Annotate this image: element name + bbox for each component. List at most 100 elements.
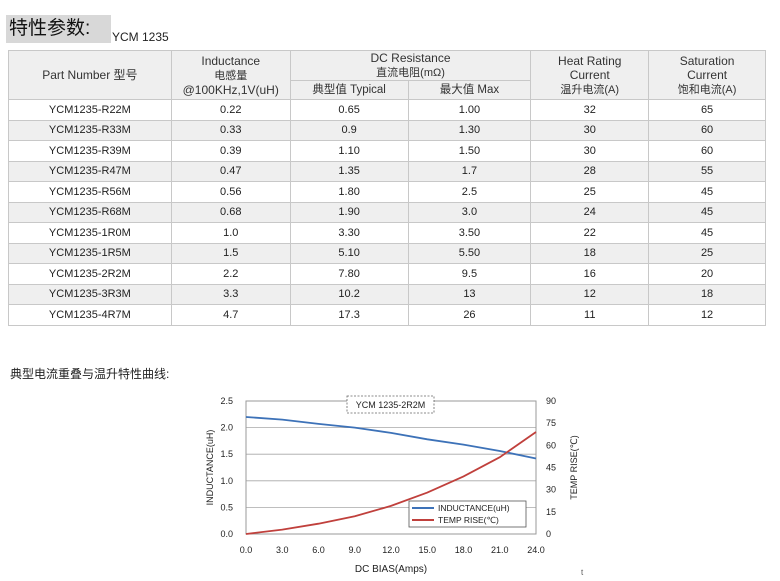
chart-title: YCM 1235-2R2M (356, 400, 426, 410)
cell-sat: 12 (648, 304, 766, 326)
cell-dcr-max: 1.7 (407, 160, 532, 182)
y2-tick-label: 30 (546, 485, 556, 495)
y-axis-label: INDUCTANCE(uH) (205, 430, 215, 506)
table-row: YCM1235-2R2M 2.2 7.80 9.5 16 20 (8, 263, 766, 285)
table-row: YCM1235-R47M 0.47 1.35 1.7 28 55 (8, 160, 766, 182)
footer-mark: t (581, 568, 584, 577)
cell-heat: 16 (530, 263, 650, 285)
chart-ticks: 0.0 0.5 1.0 1.5 2.0 2.5 0 15 30 45 60 75 90 0.0 3.0 6.0… (220, 396, 556, 555)
cell-inductance: 4.7 (170, 304, 291, 326)
cell-dcr-max: 5.50 (407, 242, 532, 264)
cell-sat: 45 (648, 181, 766, 203)
cell-inductance: 0.47 (170, 160, 291, 182)
y2-tick-label: 90 (546, 396, 556, 406)
x-tick-label: 9.0 (348, 545, 361, 555)
table-row: YCM1235-R56M 0.56 1.80 2.5 25 45 (8, 181, 766, 203)
cell-dcr-max: 1.50 (407, 140, 532, 162)
y-tick-label: 2.0 (220, 423, 233, 433)
cell-part: YCM1235-1R5M (8, 242, 172, 264)
curves-heading: 典型电流重叠与温升特性曲线: (10, 367, 170, 381)
cell-dcr-max: 13 (407, 283, 532, 305)
cell-inductance: 0.56 (170, 181, 291, 203)
cell-part: YCM1235-3R3M (8, 283, 172, 305)
cell-inductance: 0.39 (170, 140, 291, 162)
y2-tick-label: 75 (546, 418, 556, 428)
legend-label-inductance: INDUCTANCE(uH) (438, 503, 510, 513)
cell-dcr-typ: 1.90 (289, 201, 409, 223)
x-tick-label: 24.0 (527, 545, 545, 555)
cell-inductance: 3.3 (170, 283, 291, 305)
cell-heat: 22 (530, 222, 650, 244)
y-tick-label: 2.5 (220, 396, 233, 406)
cell-dcr-typ: 0.65 (289, 99, 409, 121)
col-inductance: Inductance 电感量 @100KHz,1V(uH) (170, 50, 291, 100)
y-tick-label: 1.5 (220, 449, 233, 459)
table-row: YCM1235-3R3M 3.3 10.2 13 12 18 (8, 283, 766, 305)
cell-heat: 25 (530, 181, 650, 203)
cell-heat: 30 (530, 119, 650, 141)
table-row: YCM1235-R68M 0.68 1.90 3.0 24 45 (8, 201, 766, 223)
cell-heat: 18 (530, 242, 650, 264)
x-tick-label: 12.0 (382, 545, 400, 555)
cell-sat: 45 (648, 201, 766, 223)
y-tick-label: 1.0 (220, 476, 233, 486)
cell-part: YCM1235-R22M (8, 99, 172, 121)
cell-dcr-typ: 1.80 (289, 181, 409, 203)
x-tick-label: 18.0 (455, 545, 473, 555)
cell-dcr-max: 1.30 (407, 119, 532, 141)
chart-legend: INDUCTANCE(uH) TEMP RISE(℃) (408, 500, 527, 528)
model-label: YCM 1235 (112, 30, 169, 44)
table-row: YCM1235-R22M 0.22 0.65 1.00 32 65 (8, 99, 766, 121)
legend-label-temp-rise: TEMP RISE(℃) (438, 515, 499, 525)
cell-inductance: 1.5 (170, 242, 291, 264)
spec-title: 特性参数: (6, 15, 111, 43)
cell-sat: 20 (648, 263, 766, 285)
table-row: YCM1235-4R7M 4.7 17.3 26 11 12 (8, 304, 766, 326)
cell-part: YCM1235-R56M (8, 181, 172, 203)
table-row: YCM1235-R33M 0.33 0.9 1.30 30 60 (8, 119, 766, 141)
cell-dcr-typ: 3.30 (289, 222, 409, 244)
cell-inductance: 1.0 (170, 222, 291, 244)
bias-temp-chart: 0.0 0.5 1.0 1.5 2.0 2.5 0 15 30 45 60 75 90 0.0 3.0 6.0… (205, 395, 579, 575)
table-row: YCM1235-1R0M 1.0 3.30 3.50 22 45 (8, 222, 766, 244)
cell-dcr-typ: 17.3 (289, 304, 409, 326)
col-dcr-max: 最大值 Max (407, 80, 532, 100)
cell-heat: 28 (530, 160, 650, 182)
cell-part: YCM1235-2R2M (8, 263, 172, 285)
y2-axis-label: TEMP RISE(℃) (569, 435, 579, 499)
table-row: YCM1235-1R5M 1.5 5.10 5.50 18 25 (8, 242, 766, 264)
col-part-number: Part Number 型号 (8, 50, 172, 100)
cell-inductance: 0.33 (170, 119, 291, 141)
cell-sat: 65 (648, 99, 766, 121)
cell-inductance: 0.22 (170, 99, 291, 121)
y2-tick-label: 0 (546, 529, 551, 539)
cell-sat: 45 (648, 222, 766, 244)
y2-tick-label: 45 (546, 463, 556, 473)
cell-dcr-typ: 10.2 (289, 283, 409, 305)
cell-inductance: 0.68 (170, 201, 291, 223)
chart-series (245, 416, 537, 535)
cell-part: YCM1235-R39M (8, 140, 172, 162)
col-heat-rating: Heat Rating Current 温升电流(A) (530, 50, 650, 100)
cell-heat: 30 (530, 140, 650, 162)
cell-heat: 12 (530, 283, 650, 305)
y-tick-label: 0.5 (220, 502, 233, 512)
x-tick-label: 15.0 (418, 545, 436, 555)
cell-heat: 11 (530, 304, 650, 326)
cell-heat: 32 (530, 99, 650, 121)
cell-part: YCM1235-4R7M (8, 304, 172, 326)
y-tick-label: 0.0 (220, 529, 233, 539)
cell-heat: 24 (530, 201, 650, 223)
x-tick-label: 0.0 (240, 545, 253, 555)
cell-dcr-typ: 7.80 (289, 263, 409, 285)
spec-table: Part Number 型号 Inductance 电感量 @100KHz,1V… (8, 50, 766, 326)
temp-rise-series-line (245, 431, 537, 535)
inductance-series-line (245, 416, 537, 460)
cell-dcr-typ: 1.10 (289, 140, 409, 162)
cell-dcr-typ: 0.9 (289, 119, 409, 141)
cell-dcr-typ: 1.35 (289, 160, 409, 182)
cell-sat: 55 (648, 160, 766, 182)
cell-part: YCM1235-1R0M (8, 222, 172, 244)
cell-part: YCM1235-R33M (8, 119, 172, 141)
cell-dcr-max: 26 (407, 304, 532, 326)
